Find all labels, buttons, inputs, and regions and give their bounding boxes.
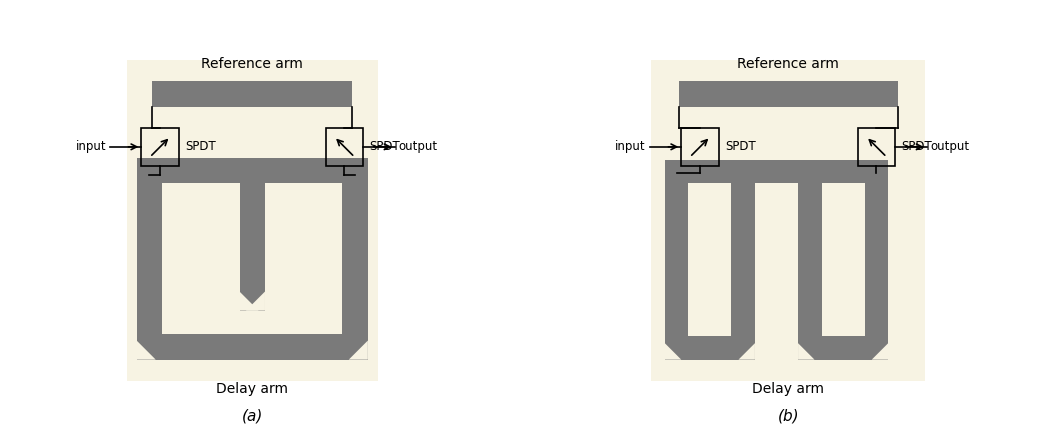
Bar <box>798 336 888 360</box>
Bar <box>343 158 368 360</box>
Text: input: input <box>76 140 106 153</box>
Bar <box>679 81 898 107</box>
Polygon shape <box>240 291 259 311</box>
Text: output: output <box>398 140 437 153</box>
Polygon shape <box>246 291 265 311</box>
Bar <box>865 160 888 360</box>
Polygon shape <box>871 343 888 360</box>
Polygon shape <box>739 343 755 360</box>
Bar <box>731 160 755 360</box>
Text: SPDT: SPDT <box>185 140 215 153</box>
Text: input: input <box>615 140 646 153</box>
Text: SPDT: SPDT <box>369 140 399 153</box>
Text: (a): (a) <box>242 409 263 424</box>
Bar <box>137 158 368 183</box>
Bar <box>665 336 755 360</box>
Text: (b): (b) <box>778 409 799 424</box>
Bar <box>137 334 368 360</box>
Bar <box>127 60 377 381</box>
Text: SPDT: SPDT <box>901 140 932 153</box>
Polygon shape <box>349 340 368 360</box>
Bar <box>681 128 719 166</box>
Bar <box>651 60 926 381</box>
Text: Reference arm: Reference arm <box>738 57 839 71</box>
Bar <box>798 160 822 360</box>
Bar <box>665 160 688 360</box>
Text: output: output <box>930 140 970 153</box>
Bar <box>326 128 364 166</box>
Bar <box>240 158 265 311</box>
Polygon shape <box>665 343 681 360</box>
Text: Delay arm: Delay arm <box>217 382 288 396</box>
Polygon shape <box>137 340 156 360</box>
Text: Delay arm: Delay arm <box>753 382 824 396</box>
Bar <box>665 160 888 183</box>
Text: SPDT: SPDT <box>725 140 756 153</box>
Bar <box>137 158 162 360</box>
Text: Reference arm: Reference arm <box>202 57 303 71</box>
Bar <box>141 128 179 166</box>
Bar <box>152 81 352 107</box>
Polygon shape <box>798 343 815 360</box>
Bar <box>858 128 895 166</box>
